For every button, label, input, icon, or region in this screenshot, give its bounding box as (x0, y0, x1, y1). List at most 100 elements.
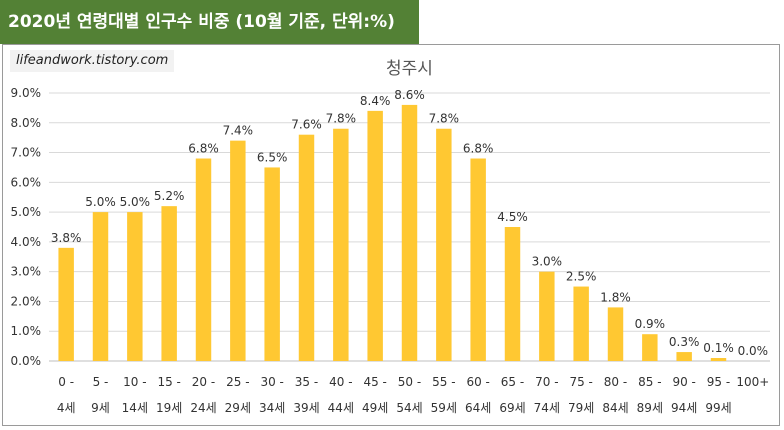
data-label: 0.9% (635, 317, 666, 331)
y-tick-label: 7.0% (11, 146, 42, 160)
y-tick-label: 5.0% (11, 205, 42, 219)
bar (298, 134, 315, 361)
data-label: 5.0% (120, 195, 151, 209)
data-label: 6.5% (257, 150, 288, 164)
y-tick-label: 0.0% (11, 354, 42, 368)
x-tick-label: 25 - (226, 375, 249, 389)
y-tick-label: 4.0% (11, 235, 42, 249)
x-tick-label: 44세 (328, 401, 354, 415)
chart-title: 청주시 (386, 59, 433, 79)
bar (230, 140, 246, 361)
x-tick-label: 60 - (466, 375, 489, 389)
y-tick-label: 8.0% (11, 116, 42, 130)
x-axis-ticks: 0 - 4세 5 - 9세 10 - 14세 15 - 19세 20 - 24세 25 - 29세 30… (57, 375, 769, 415)
bar (264, 167, 280, 361)
data-label: 2.5% (566, 270, 597, 284)
x-tick-label: 9세 (91, 401, 110, 415)
page-title-banner: 2020년 연령대별 인구수 비중 (10월 기준, 단위:%) (0, 0, 419, 44)
x-tick-label: 50 - (398, 375, 421, 389)
x-tick-label: 24세 (190, 401, 216, 415)
x-tick-label: 84세 (602, 401, 628, 415)
data-label: 3.0% (532, 255, 563, 269)
bar (92, 212, 109, 361)
data-label: 6.8% (463, 142, 494, 156)
x-tick-label: 64세 (465, 401, 491, 415)
data-label: 0.3% (669, 335, 700, 349)
x-tick-label: 19세 (156, 401, 182, 415)
bar (436, 128, 452, 361)
bar (333, 128, 349, 361)
x-tick-label: 70 - (535, 375, 558, 389)
data-label: 1.8% (600, 290, 631, 304)
y-tick-label: 3.0% (11, 265, 42, 279)
bars (58, 104, 727, 362)
x-tick-label: 54세 (396, 401, 422, 415)
x-tick-label: 35 - (295, 375, 318, 389)
data-label: 5.0% (85, 195, 116, 209)
data-label: 3.8% (51, 231, 82, 245)
x-tick-label: 89세 (637, 401, 663, 415)
x-tick-label: 49세 (362, 401, 388, 415)
bar (161, 206, 177, 361)
x-tick-label: 59세 (431, 401, 457, 415)
x-tick-label: 65 - (501, 375, 524, 389)
x-tick-label: 15 - (157, 375, 180, 389)
watermark-url: lifeandwork.tistory.com (10, 50, 175, 72)
x-tick-label: 95 - (707, 375, 730, 389)
data-label: 4.5% (497, 210, 528, 224)
x-tick-label: 0 - (58, 375, 74, 389)
x-tick-label: 94세 (671, 401, 697, 415)
bar (470, 158, 486, 361)
data-label: 6.8% (188, 142, 219, 156)
bar (127, 212, 143, 361)
x-tick-label: 74세 (534, 401, 560, 415)
data-label: 7.6% (291, 118, 322, 132)
bar (573, 286, 589, 361)
x-tick-label: 69세 (499, 401, 525, 415)
x-tick-label: 40 - (329, 375, 352, 389)
x-tick-label: 29세 (225, 401, 251, 415)
x-tick-label: 75 - (569, 375, 592, 389)
x-tick-label: 34세 (259, 401, 285, 415)
x-tick-label: 85 - (638, 375, 661, 389)
x-tick-label: 79세 (568, 401, 594, 415)
bar (401, 104, 418, 362)
y-tick-label: 9.0% (11, 86, 42, 100)
x-tick-label: 100+ (736, 375, 769, 389)
data-label: 7.8% (429, 112, 460, 126)
x-tick-label: 20 - (192, 375, 215, 389)
x-tick-label: 14세 (122, 401, 148, 415)
y-tick-label: 6.0% (11, 175, 42, 189)
x-tick-label: 99세 (705, 401, 731, 415)
data-label: 0.0% (738, 344, 769, 358)
data-label: 8.6% (394, 88, 425, 102)
bar (367, 110, 383, 361)
y-tick-label: 2.0% (11, 294, 42, 308)
y-tick-label: 1.0% (11, 324, 42, 338)
bar (642, 334, 658, 361)
data-label: 7.8% (326, 112, 357, 126)
data-label: 0.1% (703, 341, 734, 355)
bar (710, 358, 727, 361)
data-labels: 3.8%5.0% 5.0% 5.2%6.8%7.4%6.5%7.6% 7.8%8.4%… (51, 88, 768, 358)
x-tick-label: 4세 (57, 401, 76, 415)
x-tick-label: 10 - (123, 375, 146, 389)
bar (504, 227, 521, 361)
bar (676, 352, 692, 361)
x-tick-label: 30 - (260, 375, 283, 389)
x-tick-label: 90 - (672, 375, 695, 389)
data-label: 7.4% (223, 124, 254, 138)
bar (607, 307, 624, 361)
data-label: 8.4% (360, 94, 391, 108)
data-label: 5.2% (154, 189, 185, 203)
x-tick-label: 39세 (293, 401, 319, 415)
bar (539, 271, 555, 361)
x-tick-label: 45 - (363, 375, 386, 389)
y-axis-ticks: 0.0% 1.0% 2.0% 3.0% 4.0% 5.0% 6.0% 7.0% 8.0% 9.0% (11, 86, 42, 368)
x-tick-label: 80 - (604, 375, 627, 389)
bar (58, 247, 74, 361)
x-tick-label: 55 - (432, 375, 455, 389)
x-tick-label: 5 - (93, 375, 109, 389)
bar (195, 158, 212, 361)
